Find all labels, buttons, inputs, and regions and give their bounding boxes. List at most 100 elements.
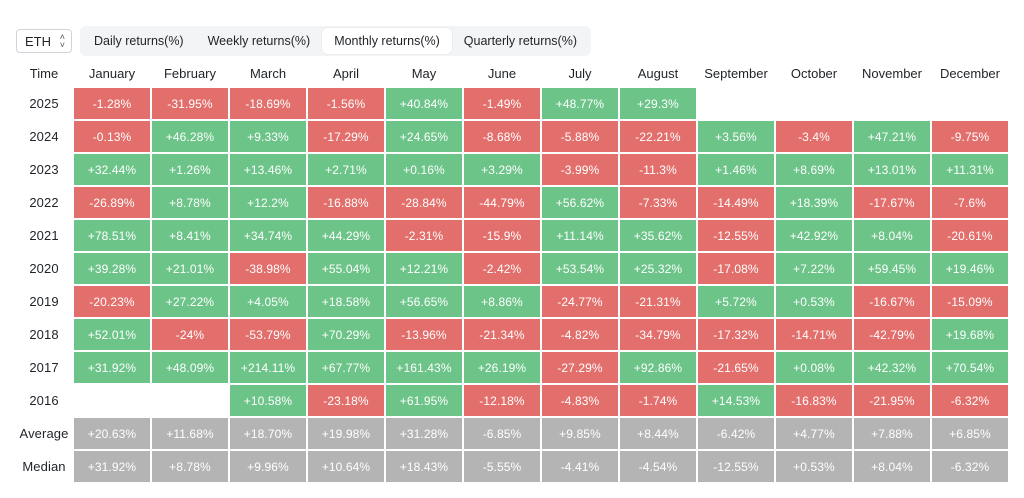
column-header: August [637,65,679,81]
return-cell: +35.62% [620,220,696,251]
return-cell: +1.46% [698,154,774,185]
return-cell: +3.56% [698,121,774,152]
return-cell: +8.04% [854,220,930,251]
return-cell: -34.79% [620,319,696,350]
return-cell: -1.28% [74,88,150,119]
return-cell: -24.77% [542,286,618,317]
return-cell: -13.96% [386,319,462,350]
asset-select[interactable]: ETH ˄ ˅ [16,29,72,53]
return-cell: +12.21% [386,253,462,284]
row-label: 2018 [29,327,59,342]
return-cell: -4.54% [620,451,696,482]
tab-weekly-returns[interactable]: Weekly returns(%) [196,28,323,54]
return-cell: +42.32% [854,352,930,383]
return-cell: -3.4% [776,121,852,152]
return-cell: -16.88% [308,187,384,218]
column-header: December [940,65,1000,81]
column-header: November [862,65,922,81]
table-row: 2022 -26.89% +8.78% +12.2% -16.88% -28.84% -44… [16,187,1008,218]
return-cell: +44.29% [308,220,384,251]
return-cell: -17.08% [698,253,774,284]
tab-daily-returns[interactable]: Daily returns(%) [82,28,196,54]
return-cell: +53.54% [542,253,618,284]
return-cell: -12.55% [698,451,774,482]
tab-quarterly-returns[interactable]: Quarterly returns(%) [452,28,589,54]
column-header: June [487,65,517,81]
return-cell: -6.85% [464,418,540,449]
return-cell: -1.74% [620,385,696,416]
column-header: April [332,65,359,81]
header-row: Time January February March April May June Jul… [16,60,1008,86]
table-row: 2017 +31.92% +48.09% +214.11% +67.77% +161.43… [16,352,1008,383]
stat-row: Median +31.92% +8.78% +9.96% +10.64% +18.43% -… [16,451,1008,482]
row-label: 2022 [29,195,59,210]
return-cell: +8.78% [152,451,228,482]
return-cell: -21.34% [464,319,540,350]
return-cell [698,88,774,119]
return-cell: -7.6% [932,187,1008,218]
return-cell: -0.13% [74,121,150,152]
return-cell: +20.63% [74,418,150,449]
return-cell: +18.39% [776,187,852,218]
tab-monthly-returns[interactable]: Monthly returns(%) [322,28,452,54]
return-cell: -12.55% [698,220,774,251]
row-label: 2024 [29,129,59,144]
corner-label: Time [29,65,59,81]
return-cell [152,385,228,416]
return-cell: -21.65% [698,352,774,383]
table-row: 2025 -1.28% -31.95% -18.69% -1.56% +40.84% -1.… [16,88,1008,119]
return-cell: +2.71% [308,154,384,185]
return-cell: -4.82% [542,319,618,350]
return-cell: +11.31% [932,154,1008,185]
return-cell: +29.3% [620,88,696,119]
tab-label: Weekly returns(%) [207,34,311,48]
row-label: 2017 [29,360,59,375]
return-cell: -18.69% [230,88,306,119]
return-cell: -53.79% [230,319,306,350]
return-cell: +39.28% [74,253,150,284]
return-cell: +32.44% [74,154,150,185]
column-header: January [88,65,136,81]
return-cell: +46.28% [152,121,228,152]
return-cell: +9.96% [230,451,306,482]
return-cell: -20.23% [74,286,150,317]
return-cell: +92.86% [620,352,696,383]
return-cell: -2.42% [464,253,540,284]
return-cell: +8.86% [464,286,540,317]
return-cell: +42.92% [776,220,852,251]
return-cell: +18.43% [386,451,462,482]
table-body: 2025 -1.28% -31.95% -18.69% -1.56% +40.84% -1.… [16,88,1008,482]
return-cell: +7.88% [854,418,930,449]
return-cell: -16.67% [854,286,930,317]
return-cell: -15.09% [932,286,1008,317]
return-cell [932,88,1008,119]
return-cell [776,88,852,119]
return-cell: -21.95% [854,385,930,416]
return-cell: -17.32% [698,319,774,350]
return-cell: -17.67% [854,187,930,218]
return-cell: +31.28% [386,418,462,449]
monthly-returns-table: Time January February March April May June Jul… [14,58,1010,484]
table-row: 2024 -0.13% +46.28% +9.33% -17.29% +24.65% -8.… [16,121,1008,152]
return-cell: -6.32% [932,385,1008,416]
return-cell: +26.19% [464,352,540,383]
return-cell: -24% [152,319,228,350]
row-label: 2023 [29,162,59,177]
return-cell: +5.72% [698,286,774,317]
row-label: Median [22,459,66,474]
return-cell: +55.04% [308,253,384,284]
return-cell: -5.88% [542,121,618,152]
row-label: 2020 [29,261,59,276]
return-cell: -26.89% [74,187,150,218]
return-cell: -23.18% [308,385,384,416]
return-cell: +12.2% [230,187,306,218]
return-cell: -4.83% [542,385,618,416]
return-cell: -6.42% [698,418,774,449]
return-cell: -11.3% [620,154,696,185]
return-cell: +59.45% [854,253,930,284]
return-cell: +0.53% [776,451,852,482]
row-label: 2021 [29,228,59,243]
return-cell: +31.92% [74,451,150,482]
return-cell: -12.18% [464,385,540,416]
return-cell: +21.01% [152,253,228,284]
